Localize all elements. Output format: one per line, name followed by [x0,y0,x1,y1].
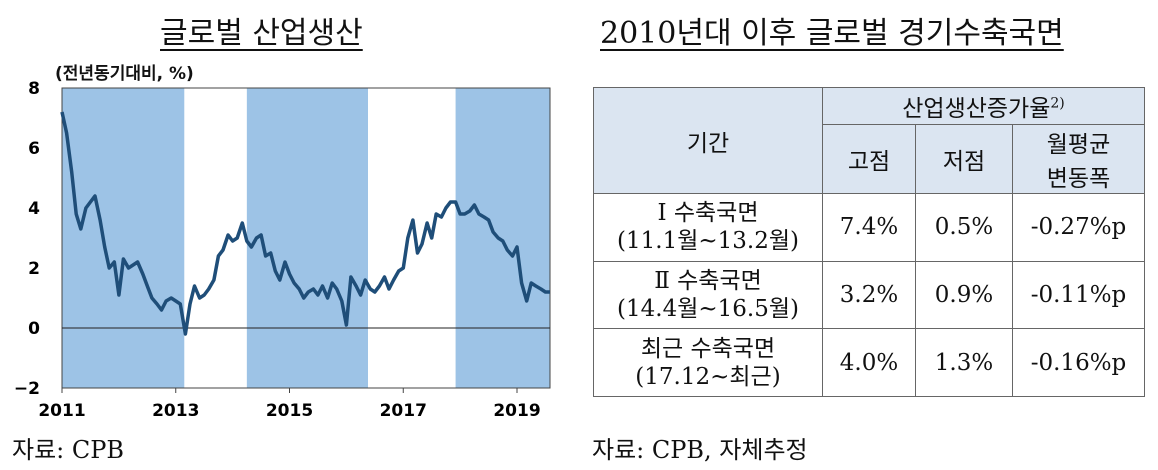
period-cell: 최근 수축국면 (17.12~최근) [593,328,823,397]
header-peak: 고점 [822,124,916,194]
period-cell: Ⅰ 수축국면 (11.1월~13.2월) [593,193,823,262]
y-tick-label: 6 [28,139,40,159]
header-growth: 산업생산증가율2) [822,87,1145,125]
chart-title: 글로벌 산업생산 [160,16,363,51]
period-name: 최근 수축국면 [640,335,776,362]
contraction-shade-3 [455,88,550,388]
y-tick-label: −2 [14,379,40,399]
axis-layer: −2 0 2 4 6 8 2011 2013 2015 2017 2019 [14,79,550,421]
plot-frame [61,87,551,389]
period-range: (11.1월~13.2월) [617,228,799,255]
x-tick-label: 2011 [38,401,85,421]
contraction-shade-1 [62,88,185,388]
period-range: (17.12~최근) [635,363,781,390]
header-period: 기간 [593,87,823,194]
monthly-cell: -0.27%p [1012,193,1145,262]
y-tick-label: 2 [28,259,40,279]
period-name: Ⅱ 수축국면 [654,267,762,294]
shade-layer [62,88,550,388]
header-monthly: 월평균 변동폭 [1012,124,1145,194]
left-source: 자료: CPB [12,436,125,464]
peak-cell: 4.0% [822,328,916,397]
header-trough: 저점 [915,124,1013,194]
table-title: 2010년대 이후 글로벌 경기수축국면 [600,16,1064,51]
header-monthly-line1: 월평균 [1046,132,1111,158]
y-tick-label: 8 [28,79,40,99]
table-row: 최근 수축국면 (17.12~최근) 4.0% 1.3% -0.16%p [593,328,1145,397]
period-name: Ⅰ 수축국면 [657,200,759,227]
monthly-cell: -0.11%p [1012,260,1145,330]
header-growth-label: 산업생산증가율 [902,96,1051,122]
x-tick-label: 2013 [152,401,199,421]
y-tick-label: 0 [28,319,40,339]
monthly-cell: -0.16%p [1012,328,1145,397]
y-tick-label: 4 [28,199,40,219]
period-range: (14.4월~16.5월) [617,295,799,322]
x-tick-label: 2019 [493,401,540,421]
x-tick-label: 2015 [266,401,313,421]
contraction-shade-2 [246,88,368,388]
y-axis-label: (전년동기대비, %) [55,64,194,84]
peak-cell: 7.4% [822,193,916,262]
table-row: Ⅱ 수축국면 (14.4월~16.5월) 3.2% 0.9% -0.11%p [593,260,1145,330]
trough-cell: 0.9% [915,260,1013,330]
header-monthly-line2: 변동폭 [1046,166,1111,192]
series-line [60,111,550,336]
header-growth-sup: 2) [1050,95,1065,112]
x-tick-label: 2017 [380,401,427,421]
trough-cell: 1.3% [915,328,1013,397]
period-cell: Ⅱ 수축국면 (14.4월~16.5월) [593,260,823,330]
right-source: 자료: CPB, 자체추정 [592,436,808,464]
peak-cell: 3.2% [822,260,916,330]
trough-cell: 0.5% [915,193,1013,262]
contraction-table: 기간 산업생산증가율2) 고점 저점 월평균 변동폭 Ⅰ 수축국면 (11.1월… [593,87,1145,397]
table-row: Ⅰ 수축국면 (11.1월~13.2월) 7.4% 0.5% -0.27%p [593,193,1145,262]
industrial-production-chart: −2 0 2 4 6 8 2011 2013 2015 2017 2019 (전년동기대비, %) [14,64,551,421]
